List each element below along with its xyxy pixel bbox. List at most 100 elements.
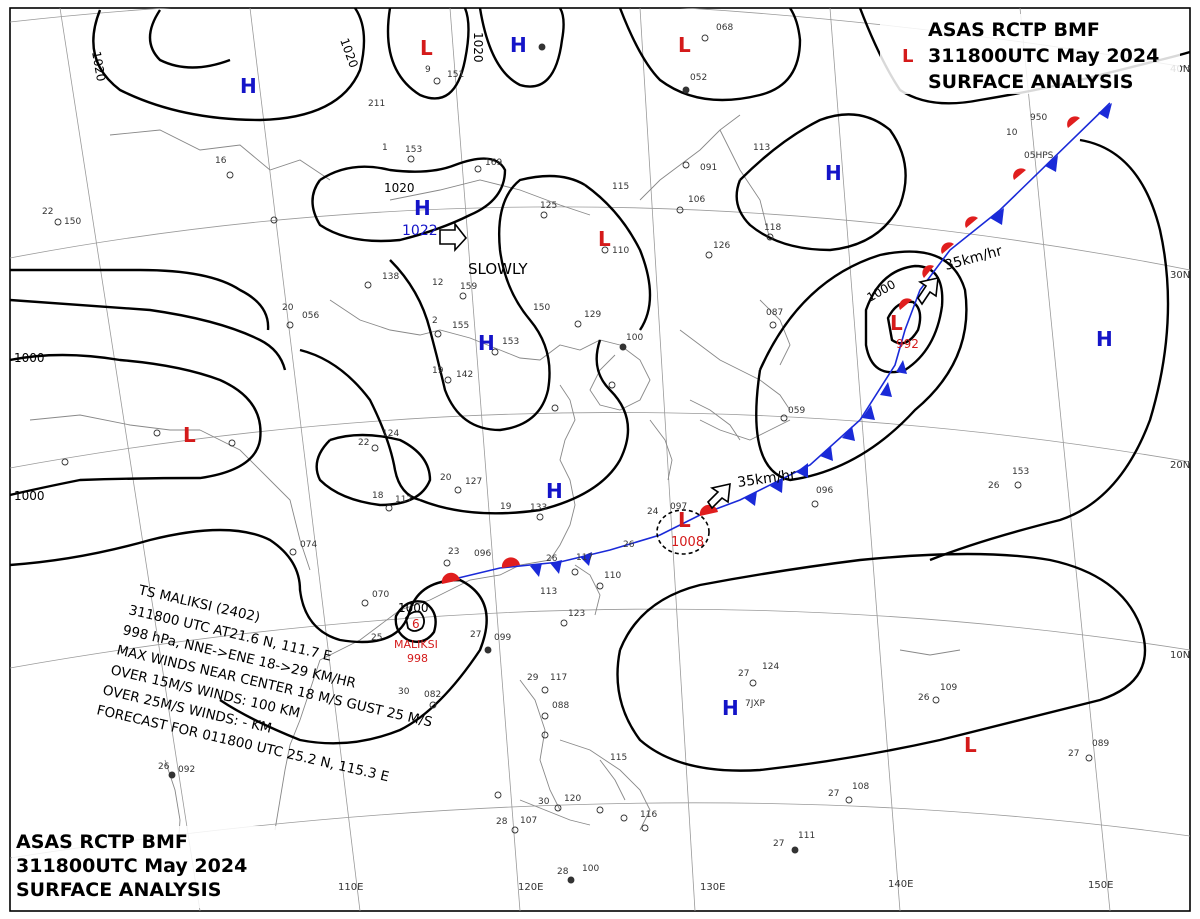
isobar-label-west: 1000	[14, 351, 45, 365]
isobar-north-left	[92, 8, 366, 122]
isobar-pacific-big	[616, 552, 1147, 772]
high-center-eastchina: H	[546, 479, 563, 503]
svg-text:068: 068	[716, 23, 733, 33]
header-bottom-line-2: 311800UTC May 2024	[16, 855, 247, 877]
station-markers	[54, 34, 1093, 884]
svg-text:26: 26	[158, 762, 170, 772]
svg-text:082: 082	[424, 690, 441, 700]
isobar-malaksi-1000	[394, 600, 437, 643]
motion-arrows	[439, 221, 939, 510]
high-center-north: H	[510, 33, 527, 57]
typhoon-symbol: 6	[412, 617, 420, 631]
svg-text:28: 28	[557, 867, 569, 877]
svg-text:126: 126	[713, 241, 730, 251]
header-bottom: ASAS RCTP BMF 311800UTC May 2024 SURFACE…	[12, 826, 292, 908]
svg-text:100: 100	[626, 333, 643, 343]
high-center-pacific-east: H	[1096, 327, 1113, 351]
svg-text:127: 127	[465, 477, 482, 487]
svg-text:097: 097	[670, 502, 687, 512]
svg-text:096: 096	[816, 486, 833, 496]
isobar-label-around-high: 1020	[384, 181, 415, 195]
typhoon-bulletin: TS MALIKSI (2402) 311800 UTC AT21.6 N, 1…	[95, 582, 434, 785]
high-center-yellowsea: H	[478, 331, 495, 355]
isobar-label-malaksi: 1000	[398, 601, 429, 615]
svg-text:26: 26	[623, 540, 635, 550]
isobar-label-southwest: 1000	[14, 489, 45, 503]
lat-label-20n: 20N	[1170, 460, 1190, 471]
svg-text:27: 27	[470, 630, 481, 640]
svg-text:27: 27	[738, 669, 749, 679]
isobar-north-center	[386, 8, 470, 100]
low-value-japan: 992	[896, 337, 919, 351]
svg-text:056: 056	[302, 311, 319, 321]
svg-text:28: 28	[496, 817, 508, 827]
svg-text:124: 124	[382, 429, 399, 439]
svg-text:30: 30	[398, 687, 410, 697]
station-labels: 9 151 211 153 169 16 22 150 1 138 159 12…	[42, 23, 1109, 877]
svg-text:26: 26	[546, 554, 558, 564]
lat-label-10n: 10N	[1170, 650, 1190, 661]
okinawa-low-circle	[656, 509, 710, 555]
header-bottom-line-3: SURFACE ANALYSIS	[16, 879, 221, 901]
svg-text:26: 26	[918, 693, 930, 703]
svg-text:096: 096	[474, 549, 491, 559]
svg-text:950: 950	[1030, 113, 1047, 123]
svg-text:074: 074	[300, 540, 317, 550]
header-bottom-line-1: ASAS RCTP BMF	[16, 831, 188, 853]
svg-text:092: 092	[178, 765, 195, 775]
svg-text:117: 117	[395, 495, 412, 505]
pressure-centers: H H H H H H H H L L L L L L L 1022 992 1…	[183, 33, 1113, 757]
isobar-west-1000	[10, 353, 262, 497]
svg-text:2: 2	[432, 316, 438, 326]
header-top-line-3: SURFACE ANALYSIS	[928, 71, 1133, 93]
svg-text:115: 115	[612, 182, 629, 192]
header-top-line-1: ASAS RCTP BMF	[928, 19, 1100, 41]
svg-text:16: 16	[215, 156, 227, 166]
svg-text:22: 22	[42, 207, 53, 217]
isobar-malaksi-inner	[405, 610, 425, 632]
low-center-okinawa: L	[678, 508, 691, 532]
lon-label-110e: 110E	[338, 882, 363, 893]
high-center-pacific: H	[722, 696, 739, 720]
svg-text:153: 153	[405, 145, 422, 155]
svg-text:125: 125	[540, 201, 557, 211]
isobar-label-north-left: 1020	[89, 50, 108, 83]
high-center-northeast: H	[825, 161, 842, 185]
svg-text:087: 087	[766, 308, 783, 318]
svg-text:1: 1	[382, 143, 388, 153]
low-center-central: L	[598, 227, 611, 251]
svg-text:10: 10	[1006, 128, 1018, 138]
svg-text:25: 25	[371, 633, 382, 643]
lon-label-150e: 150E	[1088, 880, 1113, 891]
svg-text:153: 153	[502, 337, 519, 347]
isobar-around-high	[311, 157, 507, 243]
isobar-central-a	[389, 174, 586, 432]
svg-text:9: 9	[425, 65, 431, 75]
low-center-japan: L	[890, 311, 903, 335]
svg-text:05HPS: 05HPS	[1024, 151, 1054, 161]
isobar-label-north-mid-b: 1020	[471, 32, 485, 63]
warm-front	[441, 116, 1080, 584]
svg-text:124: 124	[762, 662, 779, 672]
svg-text:110: 110	[612, 246, 629, 256]
svg-text:7JXP: 7JXP	[745, 699, 766, 709]
svg-text:091: 091	[700, 163, 717, 173]
svg-text:18: 18	[372, 491, 384, 501]
svg-text:123: 123	[568, 609, 585, 619]
isobar-central-c	[419, 339, 630, 515]
svg-text:26: 26	[988, 481, 1000, 491]
isobar-north-right	[478, 8, 565, 88]
svg-text:118: 118	[764, 223, 781, 233]
isobar-central-b	[584, 184, 652, 331]
low-value-okinawa: 1008	[671, 535, 704, 550]
svg-text:211: 211	[368, 99, 385, 109]
svg-text:150: 150	[533, 303, 550, 313]
svg-text:052: 052	[690, 73, 707, 83]
low-center-north: L	[420, 36, 433, 60]
svg-text:117: 117	[550, 673, 567, 683]
svg-text:110: 110	[604, 571, 621, 581]
isobar-northeast-loop	[618, 8, 802, 102]
coastlines	[29, 114, 961, 851]
svg-text:150: 150	[64, 217, 81, 227]
svg-text:27: 27	[773, 839, 784, 849]
